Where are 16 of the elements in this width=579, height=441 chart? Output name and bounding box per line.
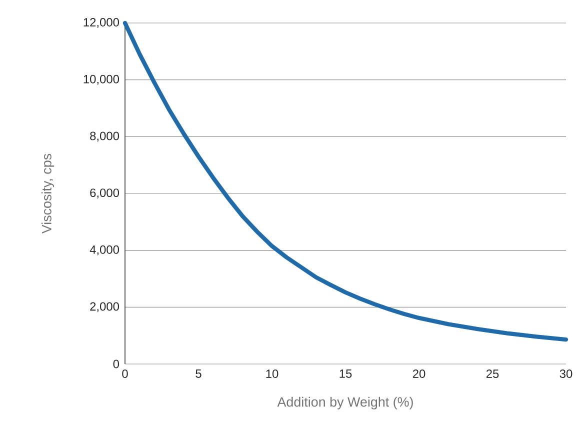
y-tick-label: 12,000 bbox=[84, 18, 120, 28]
y-tick-label: 0 bbox=[113, 360, 120, 368]
x-tick-label: 20 bbox=[412, 370, 426, 378]
y-tick-label: 2,000 bbox=[90, 302, 120, 312]
x-tick-label: 10 bbox=[266, 370, 278, 378]
y-tick-label: 8,000 bbox=[90, 132, 120, 142]
x-tick-label: 30 bbox=[560, 370, 572, 378]
x-tick-label: 0 bbox=[122, 370, 128, 378]
x-axis-title: Addition by Weight (%) bbox=[277, 396, 413, 410]
y-tick-label: 10,000 bbox=[84, 74, 120, 85]
x-tick-label: 25 bbox=[486, 370, 499, 378]
y-axis-title: Viscosity, cps bbox=[42, 154, 54, 234]
y-tick-label: 4,000 bbox=[90, 245, 120, 256]
y-tick-label: 6,000 bbox=[90, 188, 120, 198]
x-tick-label: 15 bbox=[340, 370, 352, 378]
x-tick-label: 5 bbox=[196, 370, 202, 378]
